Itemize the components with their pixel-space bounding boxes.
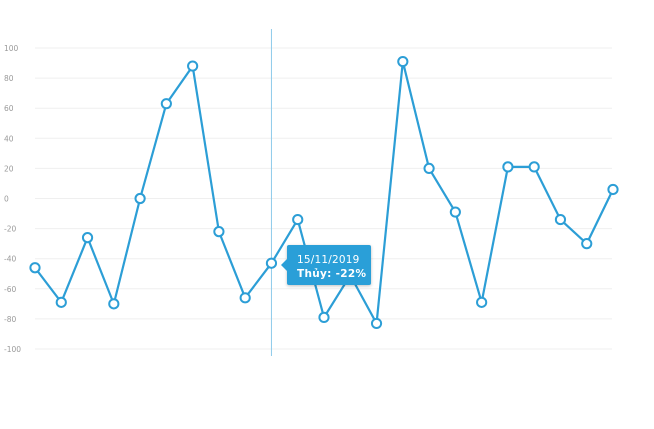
tooltip-date: 15/11/2019 [297,254,360,266]
y-axis-ticks: 100 80 60 40 20 0 -20 -40 -60 -80 -100 [4,44,21,354]
y-tick-label: 80 [4,74,14,83]
data-point[interactable] [55,296,67,308]
data-point[interactable] [607,183,619,196]
data-point[interactable] [81,232,94,244]
data-point[interactable] [213,226,225,238]
data-point[interactable] [502,161,514,173]
tooltip-value: Thủy: -22% [297,268,367,280]
tooltip: 15/11/2019 Thủy: -22% [281,245,371,285]
data-point[interactable] [29,262,41,274]
data-point[interactable] [292,213,304,226]
data-point[interactable] [187,60,199,72]
y-tick-label: 60 [4,104,14,113]
grid-layer [35,47,612,350]
data-point[interactable] [423,162,435,174]
y-tick-label: 0 [4,195,9,204]
y-tick-label: -40 [4,255,16,264]
data-point[interactable] [397,55,409,68]
y-tick-label: -100 [4,345,21,354]
data-point[interactable] [265,257,278,269]
data-point[interactable] [134,192,146,205]
y-tick-label: -60 [4,285,16,294]
data-point[interactable] [528,161,540,173]
tooltip-arrow [281,259,287,271]
data-point[interactable] [239,292,251,304]
data-point[interactable] [318,311,330,323]
data-point[interactable] [449,206,461,218]
data-point[interactable] [554,213,567,226]
data-point[interactable] [476,296,488,308]
data-point[interactable] [108,298,120,310]
y-tick-label: 40 [4,134,14,143]
data-point[interactable] [370,317,383,330]
y-tick-label: 100 [4,44,19,53]
y-tick-label: -80 [4,315,16,324]
data-point[interactable] [160,98,172,110]
y-tick-label: -20 [4,225,16,234]
data-point[interactable] [581,238,593,250]
y-tick-label: 20 [4,164,14,173]
